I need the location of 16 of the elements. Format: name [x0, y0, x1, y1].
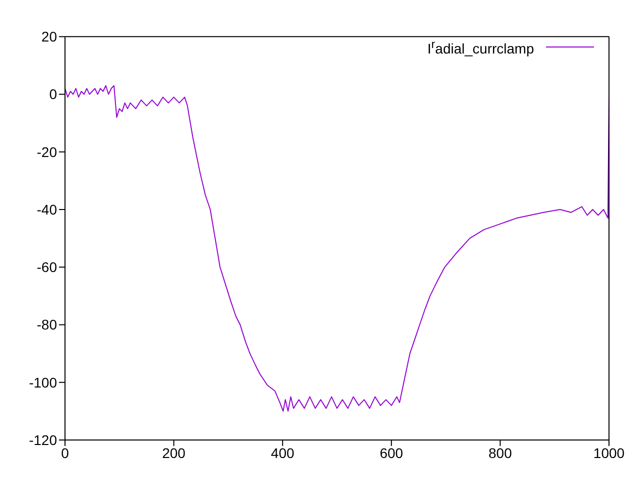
x-tick-label: 1000 [593, 444, 625, 461]
y-tick-label: -100 [28, 374, 58, 390]
x-tick-label: 0 [61, 444, 70, 461]
x-tick-label: 200 [162, 444, 186, 461]
y-tick-label: 20 [41, 28, 58, 45]
y-tick-label: -60 [36, 259, 58, 276]
x-tick-label: 600 [380, 444, 404, 461]
y-tick-label: -20 [36, 144, 58, 160]
y-tick-label: -80 [36, 316, 58, 333]
line-series [65, 85, 609, 412]
x-tick-label: 400 [270, 444, 294, 461]
x-tick-label: 800 [488, 444, 512, 461]
y-tick-label: -120 [28, 432, 58, 448]
y-tick-label: -40 [36, 201, 58, 218]
y-tick-label: 0 [49, 86, 58, 102]
legend-label: I$^{r}$adial_currclamp [427, 38, 534, 57]
